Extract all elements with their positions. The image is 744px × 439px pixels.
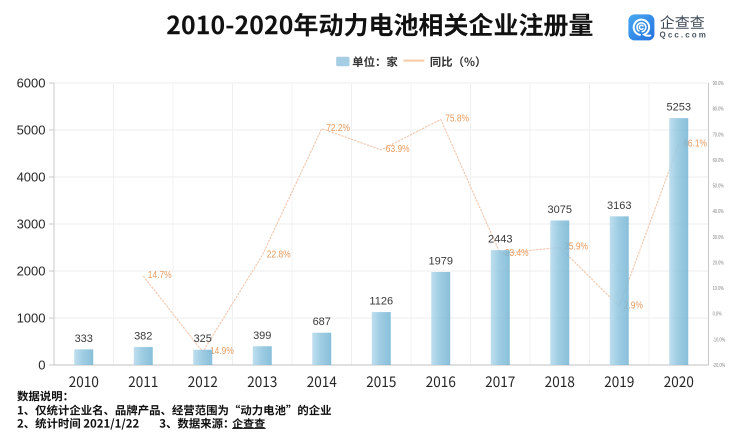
svg-text:3000: 3000 — [17, 217, 46, 232]
svg-text:30.0%: 30.0% — [713, 234, 725, 241]
svg-text:1000: 1000 — [17, 311, 46, 326]
svg-text:5253: 5253 — [667, 102, 691, 114]
svg-text:60.0%: 60.0% — [713, 157, 725, 164]
svg-text:2000: 2000 — [17, 264, 46, 279]
svg-text:0.0%: 0.0% — [713, 311, 723, 318]
svg-text:-10.0%: -10.0% — [713, 337, 726, 344]
svg-text:325: 325 — [194, 333, 212, 345]
svg-text:22.8%: 22.8% — [267, 249, 291, 261]
svg-text:1126: 1126 — [369, 296, 393, 308]
svg-text:6000: 6000 — [17, 76, 46, 91]
svg-text:399: 399 — [253, 330, 271, 342]
svg-text:5000: 5000 — [17, 123, 46, 138]
svg-text:382: 382 — [134, 331, 152, 343]
svg-text:50.0%: 50.0% — [713, 183, 725, 190]
svg-text:3075: 3075 — [548, 204, 572, 216]
svg-text:90.0%: 90.0% — [713, 80, 725, 87]
svg-text:687: 687 — [313, 316, 331, 328]
svg-text:70.0%: 70.0% — [713, 132, 725, 139]
svg-text:4000: 4000 — [17, 170, 46, 185]
svg-text:333: 333 — [75, 333, 93, 345]
svg-text:Qcc.com: Qcc.com — [660, 31, 709, 40]
svg-text:20.0%: 20.0% — [713, 260, 725, 267]
svg-text:25.9%: 25.9% — [564, 241, 588, 253]
svg-text:14.7%: 14.7% — [148, 269, 172, 281]
svg-text:0: 0 — [38, 358, 45, 373]
svg-text:63.9%: 63.9% — [386, 143, 410, 155]
svg-text:80.0%: 80.0% — [713, 106, 725, 113]
svg-text:66.1%: 66.1% — [683, 138, 707, 150]
svg-text:72.2%: 72.2% — [326, 122, 350, 134]
svg-text:-20.0%: -20.0% — [713, 362, 726, 369]
svg-text:2443: 2443 — [488, 234, 512, 246]
svg-text:-14.9%: -14.9% — [207, 345, 234, 357]
svg-text:3163: 3163 — [607, 200, 631, 212]
svg-text:40.0%: 40.0% — [713, 209, 725, 216]
svg-text:23.4%: 23.4% — [505, 247, 529, 259]
svg-text:75.8%: 75.8% — [445, 113, 469, 125]
svg-text:10.0%: 10.0% — [713, 285, 725, 292]
svg-text:1979: 1979 — [429, 255, 453, 267]
